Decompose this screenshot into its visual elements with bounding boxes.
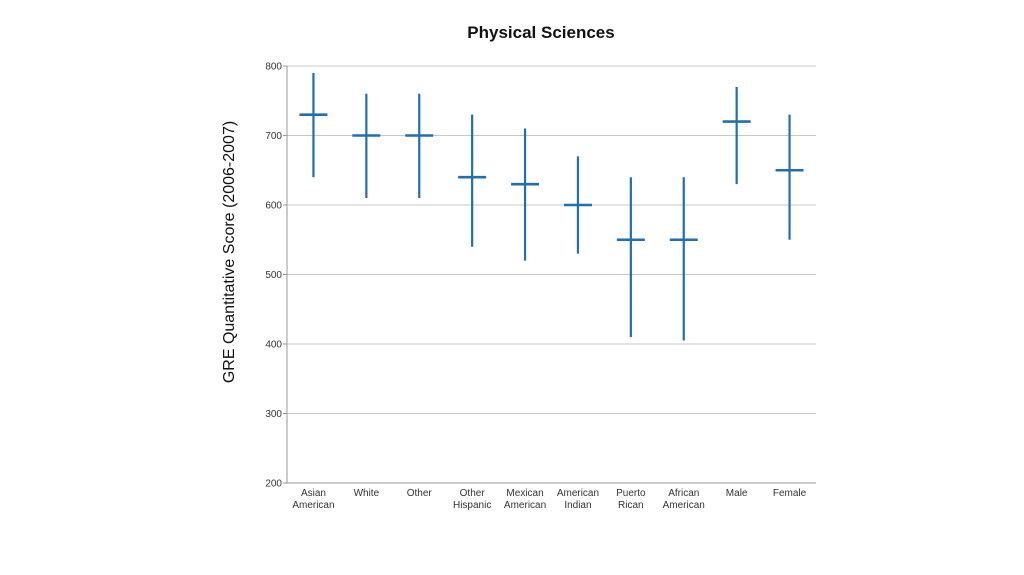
x-tick-label: Asian American bbox=[292, 488, 334, 511]
axes bbox=[283, 65, 816, 484]
y-tick-label: 400 bbox=[265, 340, 282, 351]
high-low-mean-mark bbox=[299, 72, 328, 178]
x-tick-label: Female bbox=[773, 488, 807, 499]
x-tick-label-line: African bbox=[668, 488, 699, 499]
high-low-mean-mark bbox=[563, 156, 592, 254]
high-low-mean-mark bbox=[616, 177, 645, 338]
x-tick-label-line: Rican bbox=[618, 500, 644, 511]
x-tick-label-line: Mexican bbox=[506, 488, 543, 499]
x-tick-label-line: American bbox=[292, 500, 334, 511]
high-low-mean-mark bbox=[669, 177, 698, 341]
chart-title: Physical Sciences bbox=[467, 23, 614, 42]
x-tick-label: American Indian bbox=[557, 488, 599, 511]
x-tick-label-line: Indian bbox=[564, 500, 591, 511]
y-tick-label: 200 bbox=[265, 479, 282, 490]
x-tick-label: Puerto Rican bbox=[616, 488, 646, 511]
x-tick-label-line: Female bbox=[773, 488, 807, 499]
x-tick-label-line: American bbox=[663, 500, 705, 511]
x-tick-label-line: Asian bbox=[301, 488, 326, 499]
high-low-mean-mark bbox=[352, 93, 381, 199]
x-tick-label-line: Other bbox=[460, 488, 486, 499]
data-marks bbox=[299, 72, 804, 341]
x-tick-label-line: Hispanic bbox=[453, 500, 491, 511]
x-tick-label: Other Hispanic bbox=[453, 488, 491, 511]
x-tick-label: African American bbox=[663, 488, 705, 511]
high-low-mean-mark bbox=[775, 114, 804, 240]
x-tick-label: Male bbox=[726, 488, 748, 499]
x-tick-label-line: Other bbox=[407, 488, 433, 499]
x-tick-label-line: Male bbox=[726, 488, 748, 499]
x-tick-label: Mexican American bbox=[504, 488, 546, 511]
y-tick-label: 500 bbox=[265, 270, 282, 281]
y-axis-label: GRE Quantitative Score (2006-2007) bbox=[221, 121, 238, 383]
x-tick-label-line: American bbox=[504, 500, 546, 511]
high-low-mean-mark bbox=[458, 114, 487, 247]
y-tick-label: 300 bbox=[265, 409, 282, 420]
y-tick-labels: 200 300 400 500 600 700 800 bbox=[265, 62, 282, 490]
x-tick-label-line: Puerto bbox=[616, 488, 646, 499]
high-low-mean-mark bbox=[405, 93, 434, 199]
high-low-mean-mark bbox=[511, 128, 540, 261]
y-tick-label: 800 bbox=[265, 62, 282, 73]
x-tick-label-line: American bbox=[557, 488, 599, 499]
y-tick-label: 700 bbox=[265, 131, 282, 142]
x-tick-label: Other bbox=[407, 488, 433, 499]
x-tick-label-line: White bbox=[354, 488, 380, 499]
y-tick-label: 600 bbox=[265, 201, 282, 212]
high-low-mean-mark bbox=[722, 86, 751, 185]
x-tick-label: White bbox=[354, 488, 380, 499]
